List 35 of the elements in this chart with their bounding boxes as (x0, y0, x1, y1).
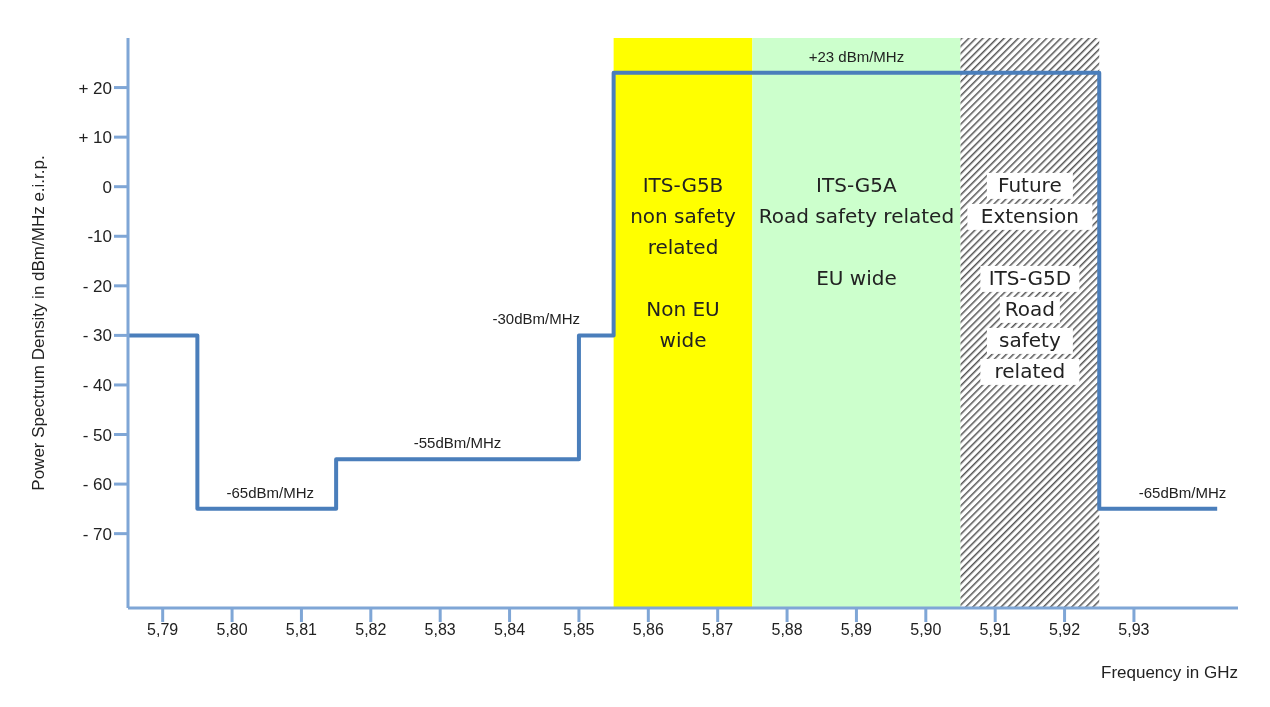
x-tick-label: 5,91 (979, 621, 1011, 639)
y-tick-label: - 70 (82, 524, 112, 544)
x-tick-label: 5,85 (563, 621, 595, 639)
y-tick-label: + 20 (78, 78, 112, 98)
y-tick-label: - 50 (82, 425, 112, 445)
x-tick-label: 5,86 (632, 621, 664, 639)
annotation: -65dBm/MHz (226, 483, 314, 501)
x-tick-label: 5,93 (1118, 621, 1150, 639)
x-tick-label: 5,92 (1048, 621, 1081, 639)
y-tick-label: - 30 (82, 326, 112, 346)
x-tick-label: 5,79 (147, 621, 179, 639)
x-tick-label: 5,90 (910, 621, 942, 639)
text: ITS-G5A Road safety related EU wide (758, 172, 955, 290)
x-tick-label: 5,80 (216, 621, 248, 639)
y-axis-title: Power Spectrum Density in dBm/MHz e.i.r.p. (29, 155, 49, 491)
y-tick-label: - 40 (82, 375, 112, 395)
x-tick-label: 5,84 (493, 621, 526, 639)
y-tick-label: 0 (102, 177, 112, 197)
annotation: +23 dBm/MHz (808, 47, 905, 65)
y-tick-label: -10 (87, 227, 112, 247)
annotation: -55dBm/MHz (413, 434, 502, 452)
x-tick-label: 5,89 (840, 621, 873, 639)
text: Future Extension ITS-G5D Road safety related (980, 172, 1079, 383)
x-tick-label: 5,82 (355, 621, 387, 639)
x-tick-label: 5,87 (702, 621, 734, 639)
x-tick-label: 5,88 (771, 621, 803, 639)
y-tick-label: + 10 (78, 128, 112, 148)
y-tick-label: - 60 (82, 475, 112, 495)
text: ITS-G5B non safety related Non EU wide (630, 172, 736, 352)
y-tick-label: - 20 (82, 276, 112, 296)
annotation: -65dBm/MHz (1138, 483, 1227, 501)
x-axis-title: Frequency in GHz (1101, 663, 1238, 682)
x-tick-label: 5,83 (424, 621, 456, 639)
annotation: -30dBm/MHz (492, 310, 581, 328)
x-tick-label: 5,81 (285, 621, 318, 639)
